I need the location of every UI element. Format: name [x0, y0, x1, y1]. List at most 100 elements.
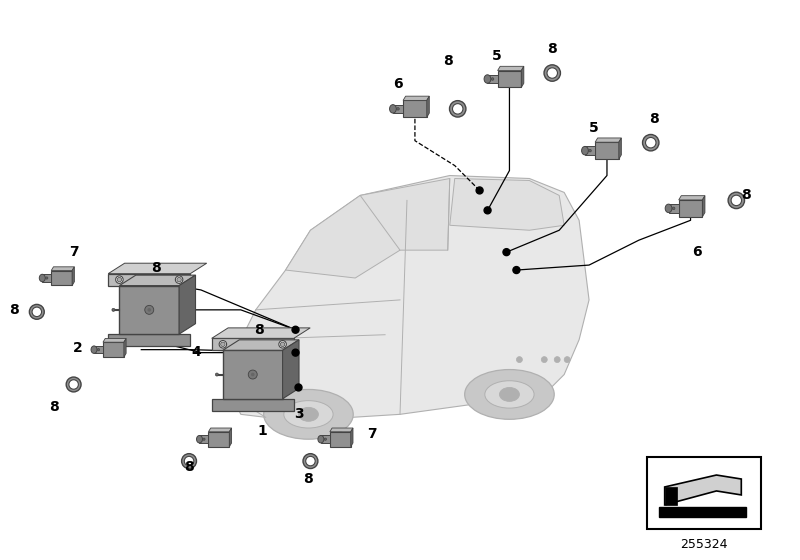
- Text: 7: 7: [69, 245, 78, 259]
- Ellipse shape: [66, 377, 81, 392]
- Polygon shape: [230, 428, 231, 447]
- Polygon shape: [498, 66, 524, 71]
- Polygon shape: [393, 105, 403, 113]
- Ellipse shape: [642, 134, 659, 151]
- Ellipse shape: [248, 370, 258, 379]
- Polygon shape: [229, 175, 589, 419]
- Polygon shape: [212, 399, 294, 410]
- Polygon shape: [702, 195, 705, 217]
- Ellipse shape: [184, 456, 194, 466]
- Ellipse shape: [215, 373, 218, 376]
- Text: 8: 8: [49, 400, 58, 414]
- Polygon shape: [119, 286, 179, 334]
- Ellipse shape: [30, 305, 44, 319]
- Text: 255324: 255324: [680, 538, 728, 551]
- Ellipse shape: [303, 454, 318, 469]
- Polygon shape: [108, 274, 190, 286]
- Polygon shape: [330, 432, 350, 447]
- Ellipse shape: [69, 380, 78, 389]
- Ellipse shape: [517, 357, 522, 362]
- Ellipse shape: [177, 277, 182, 282]
- Ellipse shape: [298, 407, 318, 421]
- Ellipse shape: [453, 104, 463, 114]
- Ellipse shape: [589, 150, 591, 152]
- Polygon shape: [350, 428, 353, 447]
- Ellipse shape: [647, 139, 654, 146]
- Polygon shape: [94, 346, 103, 353]
- Text: 8: 8: [254, 323, 263, 337]
- Polygon shape: [678, 200, 702, 217]
- Polygon shape: [223, 340, 299, 350]
- Text: 8: 8: [649, 112, 658, 126]
- Polygon shape: [229, 349, 261, 398]
- Polygon shape: [330, 428, 353, 432]
- Text: 8: 8: [184, 460, 194, 474]
- Ellipse shape: [219, 340, 226, 348]
- Ellipse shape: [665, 204, 672, 213]
- Polygon shape: [124, 338, 126, 357]
- Polygon shape: [179, 275, 195, 334]
- Ellipse shape: [547, 68, 558, 78]
- Ellipse shape: [450, 101, 466, 117]
- Ellipse shape: [239, 353, 258, 366]
- Ellipse shape: [39, 274, 46, 282]
- Text: 5: 5: [589, 121, 599, 135]
- Ellipse shape: [390, 105, 396, 113]
- Ellipse shape: [186, 458, 193, 464]
- Polygon shape: [669, 204, 678, 213]
- Text: 7: 7: [367, 427, 377, 441]
- Ellipse shape: [733, 197, 740, 204]
- Text: 8: 8: [151, 261, 161, 275]
- Ellipse shape: [32, 307, 42, 316]
- Polygon shape: [103, 338, 126, 342]
- Ellipse shape: [485, 381, 534, 408]
- Ellipse shape: [318, 436, 324, 443]
- Ellipse shape: [491, 78, 494, 80]
- Ellipse shape: [175, 276, 183, 283]
- Polygon shape: [286, 195, 410, 278]
- Circle shape: [484, 207, 491, 214]
- Ellipse shape: [197, 436, 202, 443]
- Text: 4: 4: [191, 344, 201, 358]
- Text: 5: 5: [492, 49, 502, 63]
- Ellipse shape: [324, 438, 326, 440]
- Polygon shape: [199, 436, 209, 443]
- Polygon shape: [321, 436, 330, 443]
- Bar: [646, 457, 761, 529]
- Ellipse shape: [145, 305, 154, 314]
- Text: 8: 8: [443, 54, 453, 68]
- Polygon shape: [282, 340, 299, 399]
- Polygon shape: [678, 195, 705, 200]
- Polygon shape: [595, 142, 619, 159]
- Polygon shape: [72, 267, 74, 286]
- Ellipse shape: [307, 458, 314, 464]
- Polygon shape: [51, 267, 74, 270]
- Text: 6: 6: [692, 245, 702, 259]
- Ellipse shape: [221, 342, 225, 347]
- Text: 8: 8: [303, 472, 314, 486]
- Circle shape: [503, 249, 510, 255]
- Ellipse shape: [251, 373, 254, 376]
- Circle shape: [292, 326, 299, 333]
- Ellipse shape: [279, 340, 286, 348]
- Ellipse shape: [182, 454, 197, 469]
- Ellipse shape: [306, 456, 315, 466]
- Polygon shape: [487, 75, 498, 83]
- Ellipse shape: [731, 195, 742, 206]
- Polygon shape: [108, 334, 190, 346]
- Ellipse shape: [397, 108, 399, 110]
- Ellipse shape: [544, 65, 561, 81]
- Polygon shape: [103, 342, 124, 357]
- Ellipse shape: [465, 370, 554, 419]
- Text: 2: 2: [73, 340, 82, 354]
- Ellipse shape: [91, 346, 97, 353]
- Text: 1: 1: [258, 424, 267, 438]
- Ellipse shape: [284, 400, 333, 428]
- Ellipse shape: [70, 381, 77, 388]
- Ellipse shape: [203, 438, 205, 440]
- Ellipse shape: [46, 277, 48, 279]
- Polygon shape: [119, 275, 195, 286]
- Ellipse shape: [646, 137, 656, 148]
- Ellipse shape: [264, 389, 354, 439]
- Ellipse shape: [499, 388, 519, 402]
